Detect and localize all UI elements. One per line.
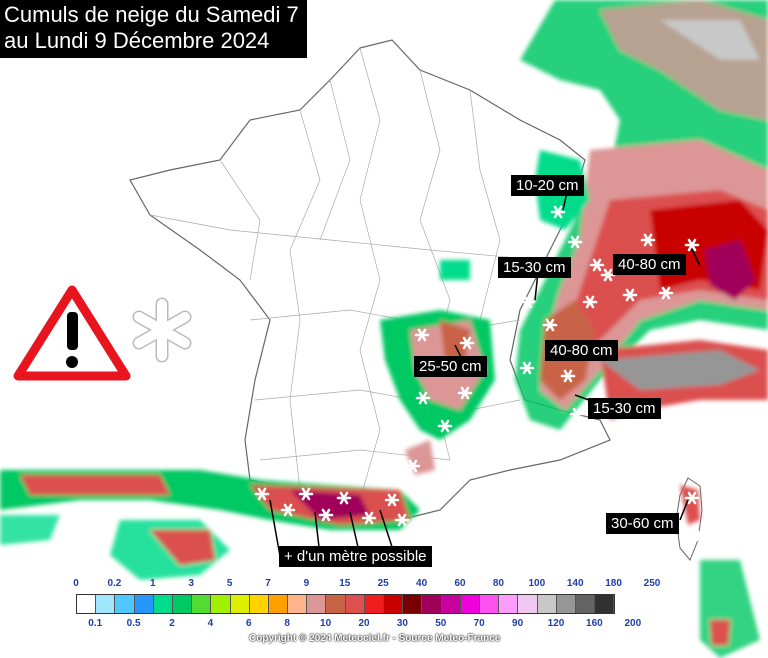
legend-bottom-label: 120 — [547, 618, 565, 629]
legend-top-label: 1 — [150, 578, 156, 589]
legend-top-label: 180 — [605, 578, 622, 589]
legend-top-label: 250 — [643, 578, 661, 589]
legend-top-label: 0 — [73, 578, 79, 589]
france-outline — [129, 39, 611, 521]
legend-swatch — [441, 595, 461, 613]
legend-swatch — [595, 595, 615, 613]
legend-top-label: 60 — [454, 578, 466, 589]
legend-swatch — [249, 595, 269, 613]
legend-top-label: 15 — [339, 578, 351, 589]
legend-bottom-label: 70 — [473, 618, 485, 629]
legend-top-label: 9 — [303, 578, 310, 589]
label-alps-south: 15-30 cm — [588, 398, 661, 419]
legend-swatch — [326, 595, 346, 613]
legend-colorbar — [76, 594, 616, 614]
label-alps-central: 40-80 cm — [545, 340, 618, 361]
legend-bottom-label: 2 — [169, 618, 175, 629]
legend-swatch — [364, 595, 384, 613]
legend-bottom-label: 10 — [320, 618, 332, 629]
snowflake-markers — [254, 205, 708, 542]
legend-swatch — [134, 595, 154, 613]
legend-top-label: 80 — [492, 578, 504, 589]
label-jura-south: 15-30 cm — [498, 257, 571, 278]
legend-swatch — [77, 595, 97, 613]
legend-bottom-label: 4 — [207, 618, 214, 629]
legend-top-label: 25 — [377, 578, 389, 589]
label-jura-north: 10-20 cm — [511, 175, 584, 196]
legend-swatch — [556, 595, 576, 613]
legend-swatch — [172, 595, 193, 613]
legend-swatch — [211, 595, 231, 613]
legend-bottom-label: 6 — [246, 618, 252, 629]
legend-top-label: 40 — [416, 578, 428, 589]
label-massif-central: 25-50 cm — [414, 356, 487, 377]
legend-bottom-label: 30 — [396, 618, 408, 629]
legend-bottom-label: 200 — [624, 618, 642, 629]
legend-top-label: 7 — [265, 578, 271, 589]
legend-top-label: 100 — [528, 578, 546, 589]
warning-triangle-icon — [13, 285, 131, 381]
legend-top-label: 5 — [226, 578, 233, 589]
legend-swatch — [422, 595, 442, 613]
legend-swatch — [268, 595, 289, 613]
legend-top-label: 0.2 — [107, 578, 122, 589]
legend-swatch — [403, 595, 423, 613]
legend-bottom-label: 160 — [586, 618, 603, 629]
legend-top-label: 140 — [566, 578, 584, 589]
legend-swatch — [345, 595, 365, 613]
label-pyrenees: + d'un mètre possible — [279, 546, 432, 567]
legend-bottom-label: 0.1 — [88, 618, 103, 629]
map-title-line1: Cumuls de neige du Samedi 7 — [4, 2, 299, 27]
legend-swatch — [479, 595, 500, 613]
legend-swatch — [537, 595, 557, 613]
legend-bottom-label: 20 — [358, 618, 370, 629]
legend-swatch — [230, 595, 250, 613]
legend-swatch — [499, 595, 519, 613]
legend-swatch — [575, 595, 596, 613]
label-alps-north: 40-80 cm — [613, 254, 686, 275]
legend-swatch — [384, 595, 404, 613]
legend-swatch — [192, 595, 212, 613]
map-title-line2: au Lundi 9 Décembre 2024 — [4, 28, 270, 53]
legend-top-label: 3 — [188, 578, 194, 589]
legend-bottom-label: 0.5 — [126, 618, 141, 629]
legend-swatch — [96, 595, 116, 613]
snowflake-icon — [132, 297, 192, 363]
label-corsica: 30-60 cm — [606, 513, 679, 534]
copyright-text: Copyright © 2024 Meteociel.fr - Source M… — [249, 633, 501, 644]
legend-bottom-label: 8 — [284, 618, 290, 629]
legend-swatch — [460, 595, 480, 613]
legend-swatch — [115, 595, 135, 613]
legend-bottom-label: 50 — [435, 618, 447, 629]
legend-swatch — [153, 595, 173, 613]
legend-swatch — [307, 595, 327, 613]
legend-swatch — [518, 595, 538, 613]
legend-swatch — [288, 595, 308, 613]
map-title: Cumuls de neige du Samedi 7 au Lundi 9 D… — [0, 0, 307, 58]
legend-bottom-label: 90 — [512, 618, 524, 629]
